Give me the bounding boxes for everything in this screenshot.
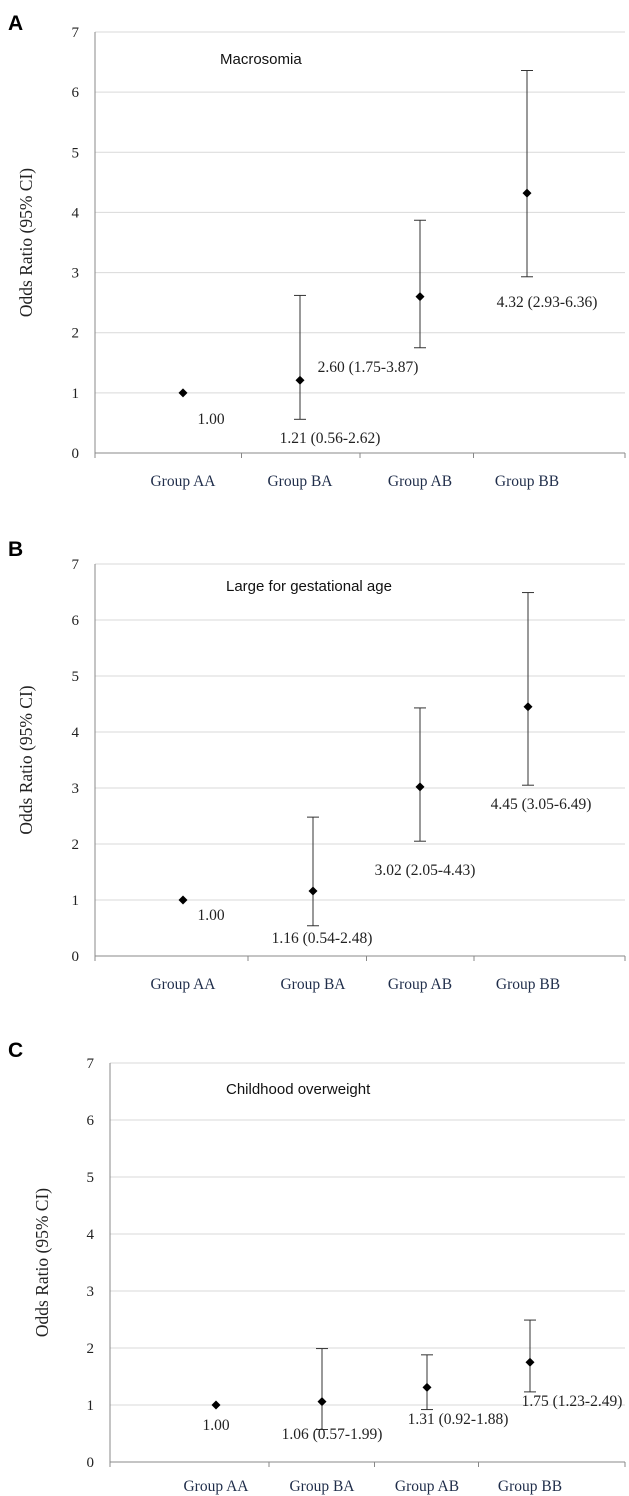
panel-b-category-label: Group BA — [280, 976, 346, 993]
panel-a-category-label: Group AA — [150, 473, 216, 490]
panel-b-data-label: 1.16 (0.54-2.48) — [272, 930, 373, 947]
panel-b-y-axis-title: Odds Ratio (95% CI) — [16, 685, 36, 834]
panel-a-y-tick-label: 3 — [72, 266, 80, 282]
panel-b-title: Large for gestational age — [226, 578, 392, 595]
panel-b-data-label: 3.02 (2.05-4.43) — [375, 862, 476, 879]
panel-b-y-tick-label: 2 — [72, 837, 80, 853]
panel-a-y-tick-label: 5 — [72, 145, 80, 161]
panel-c-category-label: Group BA — [289, 1478, 355, 1495]
panel-c-letter: C — [8, 1039, 23, 1062]
panel-a-y-tick-label: 6 — [72, 85, 80, 101]
panel-b-data-point — [523, 702, 533, 712]
panel-a-title: Macrosomia — [220, 51, 302, 68]
panel-a-data-label: 1.00 — [197, 411, 224, 428]
panel-a-y-tick-label: 2 — [72, 326, 80, 342]
panel-b-y-tick-label: 4 — [72, 725, 80, 741]
panel-a-y-tick-label: 0 — [72, 446, 80, 462]
panel-b-y-tick-label: 3 — [72, 781, 80, 797]
panel-c-y-tick-label: 1 — [87, 1398, 95, 1414]
panel-b-y-tick-label: 5 — [72, 669, 80, 685]
panel-c-y-axis-title: Odds Ratio (95% CI) — [32, 1188, 52, 1337]
panel-c-data-point — [525, 1357, 535, 1367]
panel-a-data-label: 1.21 (0.56-2.62) — [280, 430, 381, 447]
panel-b-data-label: 1.00 — [197, 907, 224, 924]
panel-a-data-label: 2.60 (1.75-3.87) — [318, 359, 419, 376]
panel-c-y-tick-label: 3 — [87, 1284, 95, 1300]
panel-a-data-point — [415, 292, 425, 302]
panel-c-y-tick-label: 2 — [87, 1341, 95, 1357]
panel-b-category-label: Group BB — [496, 976, 560, 993]
panel-c-data-label: 1.31 (0.92-1.88) — [408, 1411, 509, 1428]
panel-a-y-tick-label: 4 — [72, 205, 80, 221]
panel-b-category-label: Group AB — [388, 976, 452, 993]
panel-c-y-tick-label: 5 — [87, 1170, 95, 1186]
panel-c-y-tick-label: 7 — [87, 1056, 95, 1072]
panel-c-y-tick-label: 6 — [87, 1113, 95, 1129]
panel-c-data-label: 1.06 (0.57-1.99) — [282, 1426, 383, 1443]
panel-a-data-label: 4.32 (2.93-6.36) — [497, 294, 598, 311]
panel-c-data-point — [211, 1400, 221, 1410]
panel-c-category-label: Group BB — [498, 1478, 562, 1495]
panel-c-data-label: 1.00 — [202, 1417, 229, 1434]
panel-a-data-point — [295, 375, 305, 385]
panel-c-y-tick-label: 0 — [87, 1455, 95, 1471]
panel-c-data-label: 1.75 (1.23-2.49) — [522, 1393, 623, 1410]
panel-b-data-point — [308, 886, 318, 896]
panel-a-y-axis-title: Odds Ratio (95% CI) — [16, 168, 36, 317]
panel-c-y-tick-label: 4 — [87, 1227, 95, 1243]
panel-c-category-label: Group AA — [183, 1478, 249, 1495]
panel-a-data-point — [178, 388, 188, 398]
panel-b-y-tick-label: 1 — [72, 893, 80, 909]
panel-b-y-tick-label: 6 — [72, 613, 80, 629]
panel-a-data-point — [522, 188, 532, 198]
panel-a-y-tick-label: 7 — [72, 25, 80, 41]
panel-a-category-label: Group BA — [267, 473, 333, 490]
panel-c-title: Childhood overweight — [226, 1081, 371, 1098]
panel-b-y-tick-label: 7 — [72, 557, 80, 573]
panel-c-data-point — [422, 1382, 432, 1392]
panel-a-category-label: Group AB — [388, 473, 452, 490]
panel-a-letter: A — [8, 12, 23, 35]
panel-b-data-label: 4.45 (3.05-6.49) — [491, 796, 592, 813]
panel-a-category-label: Group BB — [495, 473, 559, 490]
panel-b-data-point — [415, 782, 425, 792]
panel-b-data-point — [178, 895, 188, 905]
panel-b-category-label: Group AA — [150, 976, 216, 993]
panel-b-letter: B — [8, 538, 23, 561]
panel-b-y-tick-label: 0 — [72, 949, 80, 965]
panel-c-data-point — [317, 1397, 327, 1407]
panel-a-y-tick-label: 1 — [72, 386, 80, 402]
panel-c-category-label: Group AB — [395, 1478, 459, 1495]
